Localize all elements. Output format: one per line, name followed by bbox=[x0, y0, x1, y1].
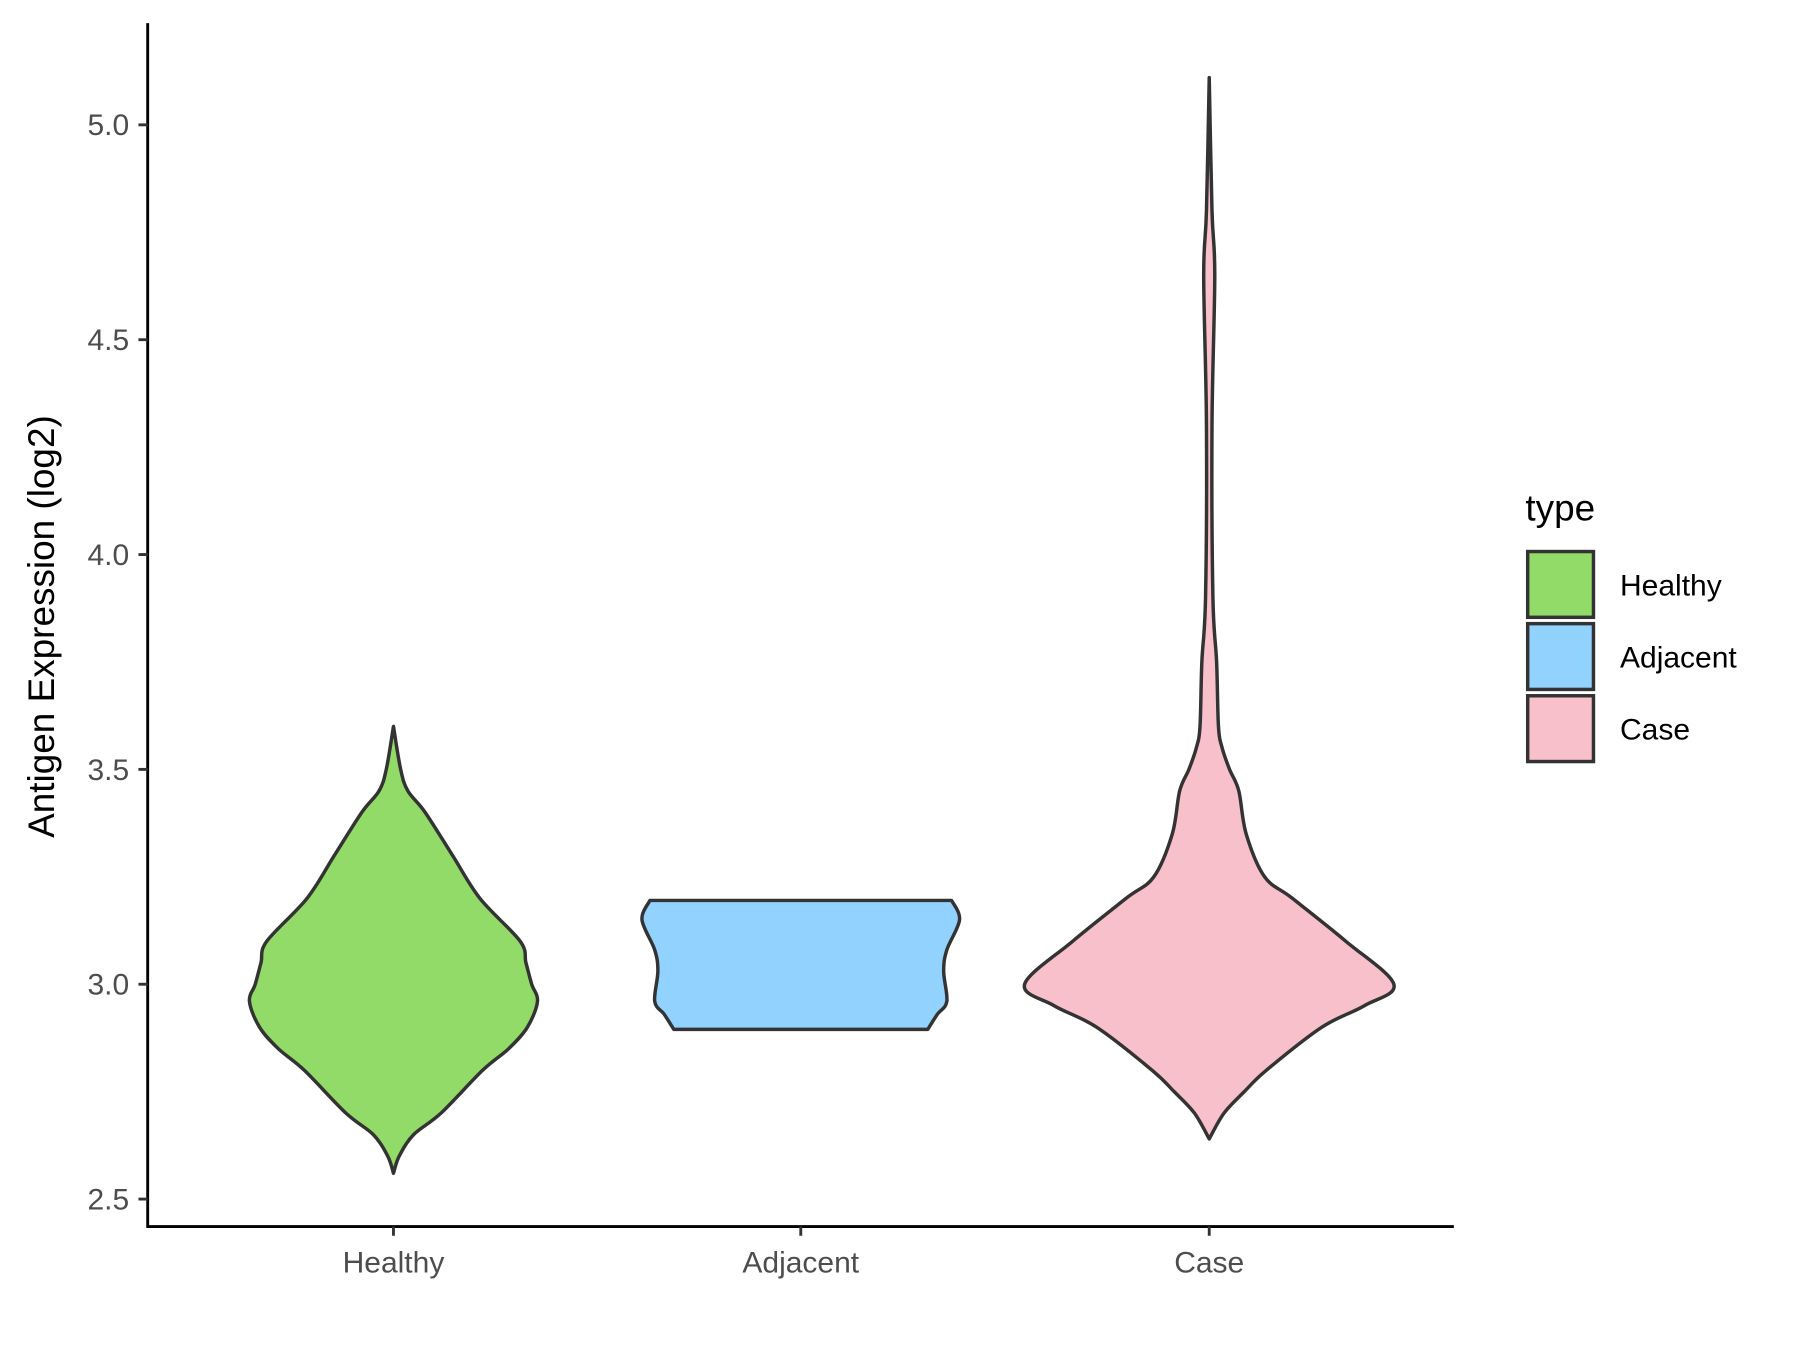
legend-label: Healthy bbox=[1620, 569, 1722, 602]
violin-case bbox=[1022, 75, 1396, 1141]
x-ticks: Healthy Adjacent Case bbox=[343, 1226, 1244, 1280]
y-axis-title: Antigen Expression (log2) bbox=[21, 415, 62, 838]
legend-key-adjacent bbox=[1525, 621, 1596, 692]
violin-healthy bbox=[247, 724, 540, 1176]
y-tick-label: 4.5 bbox=[88, 324, 130, 357]
legend-title: type bbox=[1525, 487, 1595, 528]
violins bbox=[247, 75, 1396, 1176]
x-tick-label: Case bbox=[1174, 1247, 1244, 1280]
violin-adjacent bbox=[640, 898, 962, 1032]
y-tick-label: 5.0 bbox=[88, 109, 130, 142]
y-ticks: 2.5 3.0 3.5 4.0 4.5 5.0 bbox=[88, 109, 148, 1216]
legend-label: Case bbox=[1620, 714, 1690, 747]
y-tick-label: 3.0 bbox=[88, 969, 130, 1002]
y-tick-label: 4.0 bbox=[88, 539, 130, 572]
x-tick-label: Healthy bbox=[343, 1247, 445, 1280]
legend: Healthy Adjacent Case bbox=[1525, 549, 1737, 764]
legend-label: Adjacent bbox=[1620, 642, 1737, 675]
legend-key-case bbox=[1525, 694, 1596, 764]
x-tick-label: Adjacent bbox=[742, 1247, 859, 1280]
y-tick-label: 2.5 bbox=[88, 1183, 130, 1216]
y-tick-label: 3.5 bbox=[88, 754, 130, 787]
legend-key-healthy bbox=[1525, 549, 1596, 620]
